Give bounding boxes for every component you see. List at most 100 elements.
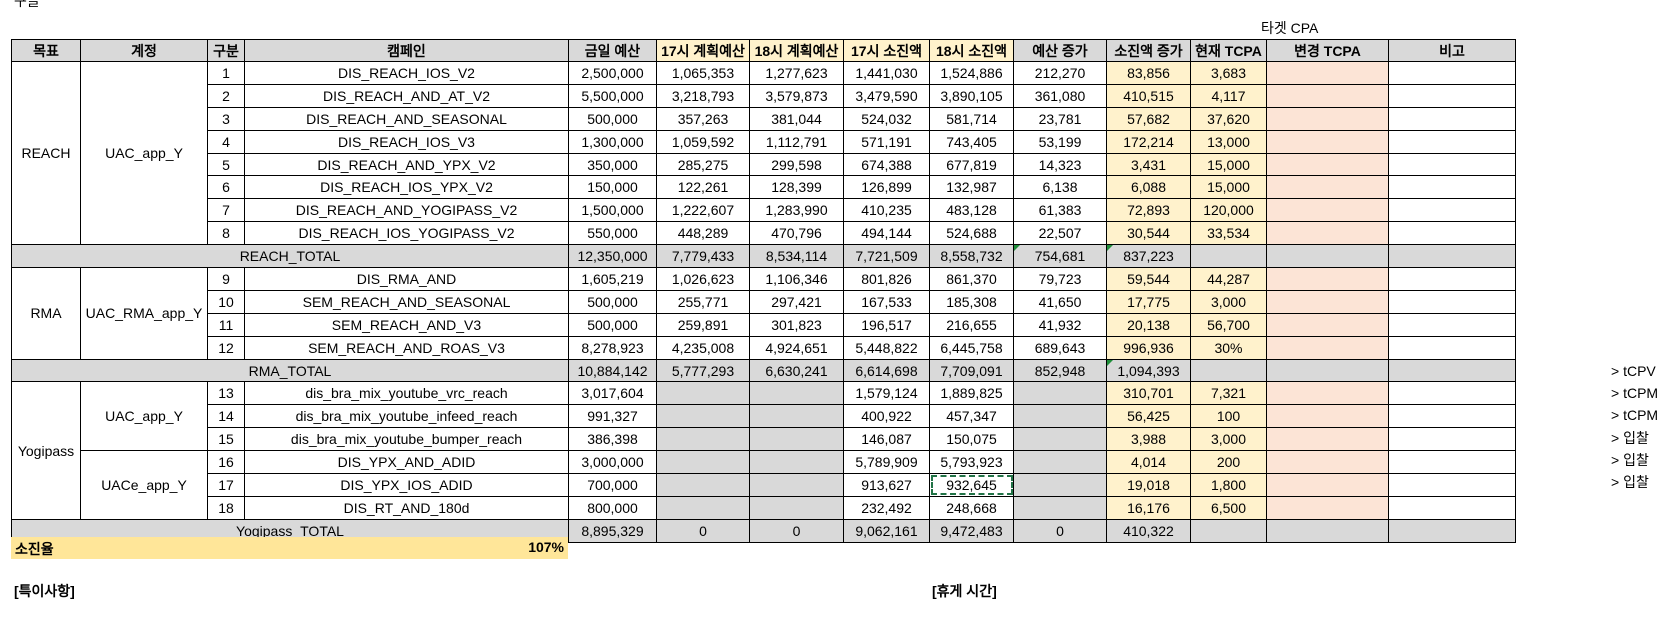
campaign-cell[interactable]: SEM_REACH_AND_ROAS_V3 [244, 335, 569, 360]
plan-18-cell[interactable]: 297,421 [749, 289, 844, 314]
total-tcpa-cell[interactable] [1190, 244, 1267, 269]
budget-increase-cell[interactable]: 689,643 [1013, 335, 1107, 360]
header-cell[interactable]: 소진액 증가 [1106, 39, 1191, 62]
remarks-cell[interactable] [1388, 450, 1516, 475]
budget-increase-cell[interactable]: 14,323 [1013, 152, 1107, 177]
current-tcpa-cell[interactable]: 3,000 [1190, 289, 1267, 314]
plan-18-cell[interactable] [749, 427, 844, 452]
current-tcpa-cell[interactable]: 37,620 [1190, 106, 1267, 131]
new-tcpa-cell[interactable] [1266, 198, 1389, 223]
current-tcpa-cell[interactable]: 3,000 [1190, 427, 1267, 452]
campaign-cell[interactable]: SEM_REACH_AND_SEASONAL [244, 289, 569, 314]
row-number-cell[interactable]: 8 [207, 221, 245, 246]
row-number-cell[interactable]: 5 [207, 152, 245, 177]
spend-17-cell[interactable]: 494,144 [843, 221, 930, 246]
daily-budget-cell[interactable]: 2,500,000 [568, 61, 657, 85]
remarks-cell[interactable] [1388, 289, 1516, 314]
spend-increase-cell[interactable]: 19,018 [1106, 473, 1191, 497]
plan-18-cell[interactable]: 128,399 [749, 175, 844, 200]
campaign-cell[interactable]: DIS_RMA_AND [244, 267, 569, 291]
daily-budget-cell[interactable]: 3,000,000 [568, 450, 657, 475]
remarks-cell[interactable] [1388, 221, 1516, 246]
plan-18-cell[interactable]: 1,106,346 [749, 267, 844, 291]
current-tcpa-cell[interactable]: 3,683 [1190, 61, 1267, 85]
spend-increase-cell[interactable]: 4,014 [1106, 450, 1191, 475]
total-plan-17-cell[interactable]: 0 [656, 518, 750, 543]
total-new-tcpa-cell[interactable] [1266, 518, 1389, 543]
plan-17-cell[interactable] [656, 495, 750, 520]
spend-17-cell[interactable]: 524,032 [843, 106, 930, 131]
spend-18-cell[interactable]: 932,645 [929, 473, 1014, 497]
spend-increase-cell[interactable]: 56,425 [1106, 404, 1191, 429]
daily-budget-cell[interactable]: 350,000 [568, 152, 657, 177]
spend-18-cell[interactable]: 524,688 [929, 221, 1014, 246]
remarks-cell[interactable] [1388, 495, 1516, 520]
total-remarks-cell[interactable] [1388, 518, 1516, 543]
current-tcpa-cell[interactable]: 15,000 [1190, 152, 1267, 177]
remarks-cell[interactable] [1388, 473, 1516, 497]
plan-17-cell[interactable]: 255,771 [656, 289, 750, 314]
plan-18-cell[interactable]: 301,823 [749, 312, 844, 337]
spend-17-cell[interactable]: 674,388 [843, 152, 930, 177]
row-number-cell[interactable]: 11 [207, 312, 245, 337]
plan-17-cell[interactable] [656, 427, 750, 452]
daily-budget-cell[interactable]: 500,000 [568, 289, 657, 314]
remarks-cell[interactable] [1388, 198, 1516, 223]
header-cell[interactable]: 비고 [1388, 39, 1516, 62]
total-label-cell[interactable]: Yogipass_TOTAL [11, 518, 569, 543]
spend-18-cell[interactable]: 1,524,886 [929, 61, 1014, 85]
spend-increase-cell[interactable]: 59,544 [1106, 267, 1191, 291]
row-number-cell[interactable]: 6 [207, 175, 245, 200]
total-new-tcpa-cell[interactable] [1266, 358, 1389, 383]
plan-17-cell[interactable]: 357,263 [656, 106, 750, 131]
row-number-cell[interactable]: 4 [207, 129, 245, 154]
new-tcpa-cell[interactable] [1266, 335, 1389, 360]
plan-17-cell[interactable]: 259,891 [656, 312, 750, 337]
campaign-cell[interactable]: DIS_REACH_AND_AT_V2 [244, 83, 569, 108]
campaign-cell[interactable]: DIS_REACH_AND_YPX_V2 [244, 152, 569, 177]
spend-17-cell[interactable]: 1,579,124 [843, 381, 930, 406]
daily-budget-cell[interactable]: 1,300,000 [568, 129, 657, 154]
current-tcpa-cell[interactable]: 100 [1190, 404, 1267, 429]
spend-17-cell[interactable]: 410,235 [843, 198, 930, 223]
spend-increase-cell[interactable]: 57,682 [1106, 106, 1191, 131]
header-cell[interactable]: 17시 계획예산 [656, 39, 750, 62]
plan-17-cell[interactable] [656, 473, 750, 497]
plan-17-cell[interactable]: 1,059,592 [656, 129, 750, 154]
spend-18-cell[interactable]: 677,819 [929, 152, 1014, 177]
campaign-cell[interactable]: dis_bra_mix_youtube_vrc_reach [244, 381, 569, 406]
total-spend-18-cell[interactable]: 9,472,483 [929, 518, 1014, 543]
goal-cell-reach[interactable]: REACH [11, 60, 81, 246]
remarks-cell[interactable] [1388, 129, 1516, 154]
spend-17-cell[interactable]: 5,448,822 [843, 335, 930, 360]
campaign-cell[interactable]: DIS_REACH_IOS_YOGIPASS_V2 [244, 221, 569, 246]
total-tcpa-cell[interactable] [1190, 358, 1267, 383]
plan-17-cell[interactable]: 122,261 [656, 175, 750, 200]
spend-increase-cell[interactable]: 16,176 [1106, 495, 1191, 520]
new-tcpa-cell[interactable] [1266, 152, 1389, 177]
new-tcpa-cell[interactable] [1266, 61, 1389, 85]
remarks-cell[interactable] [1388, 312, 1516, 337]
plan-17-cell[interactable]: 285,275 [656, 152, 750, 177]
new-tcpa-cell[interactable] [1266, 129, 1389, 154]
new-tcpa-cell[interactable] [1266, 404, 1389, 429]
campaign-cell[interactable]: DIS_REACH_AND_SEASONAL [244, 106, 569, 131]
row-number-cell[interactable]: 10 [207, 289, 245, 314]
spend-increase-cell[interactable]: 996,936 [1106, 335, 1191, 360]
plan-18-cell[interactable]: 1,112,791 [749, 129, 844, 154]
new-tcpa-cell[interactable] [1266, 267, 1389, 291]
account-cell-yogipass-1[interactable]: UAC_app_Y [80, 381, 208, 452]
spend-17-cell[interactable]: 400,922 [843, 404, 930, 429]
new-tcpa-cell[interactable] [1266, 221, 1389, 246]
total-plan-18-cell[interactable]: 8,534,114 [749, 244, 844, 269]
plan-17-cell[interactable]: 448,289 [656, 221, 750, 246]
total-spend-17-cell[interactable]: 9,062,161 [843, 518, 930, 543]
remarks-cell[interactable] [1388, 335, 1516, 360]
campaign-cell[interactable]: DIS_REACH_AND_YOGIPASS_V2 [244, 198, 569, 223]
row-number-cell[interactable]: 18 [207, 495, 245, 520]
spend-18-cell[interactable]: 581,714 [929, 106, 1014, 131]
daily-budget-cell[interactable]: 150,000 [568, 175, 657, 200]
account-cell-rma[interactable]: UAC_RMA_app_Y [80, 267, 208, 360]
campaign-cell[interactable]: dis_bra_mix_youtube_infeed_reach [244, 404, 569, 429]
plan-17-cell[interactable]: 1,026,623 [656, 267, 750, 291]
